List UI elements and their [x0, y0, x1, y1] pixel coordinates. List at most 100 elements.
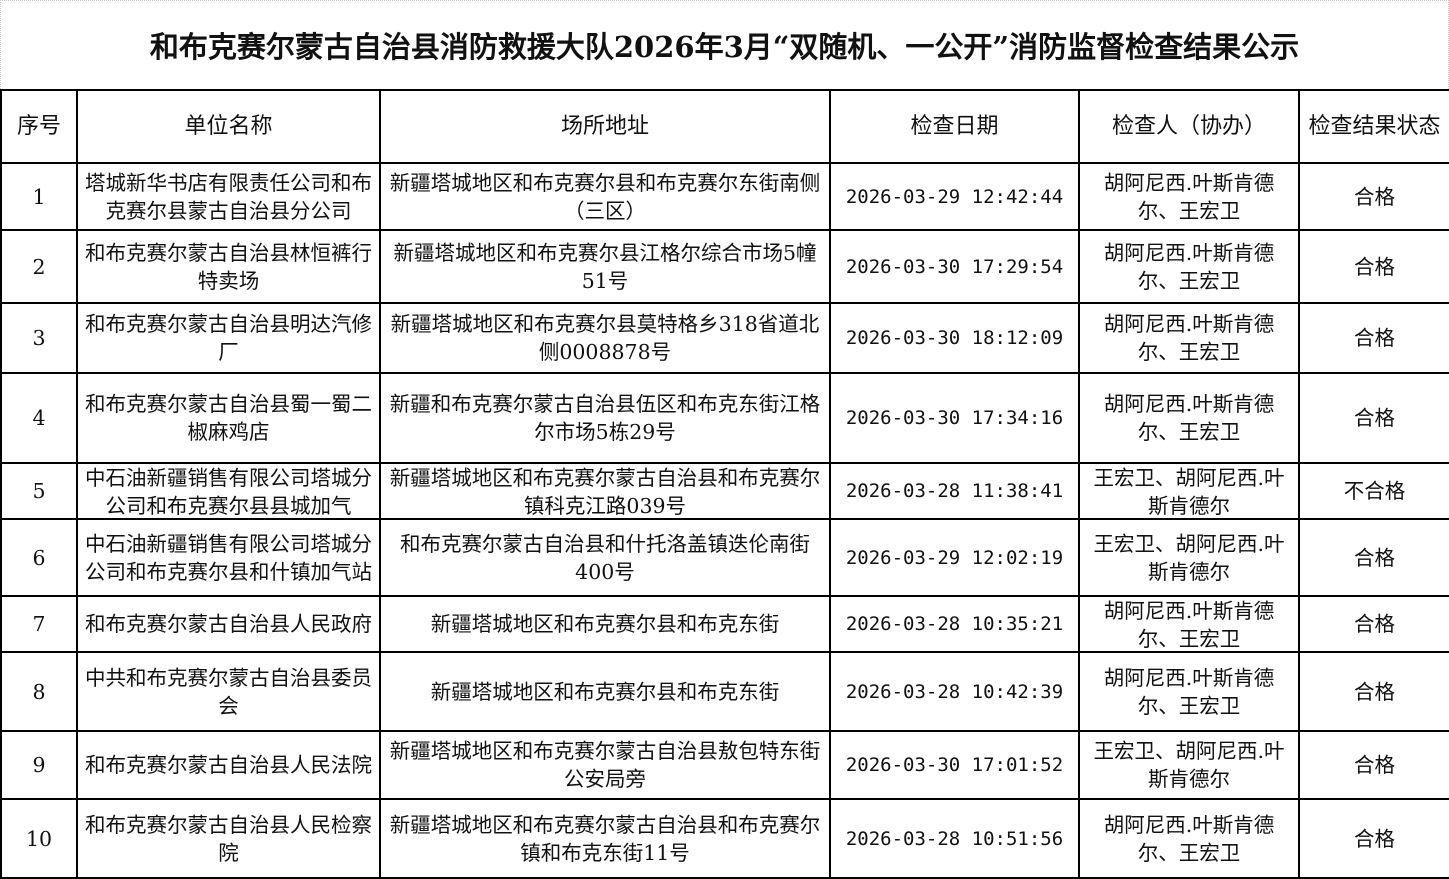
cell-address-text: 新疆塔城地区和布克赛尔县和布克东街 — [430, 679, 780, 704]
cell-inspector-text: 胡阿尼西.叶斯肯德尔、王宏卫 — [1103, 665, 1275, 718]
cell-address: 新疆塔城地区和布克赛尔蒙古自治县和布克赛尔镇科克江路039号 — [379, 462, 831, 520]
cell-date: 2026-03-29 12:02:19 — [829, 518, 1080, 597]
cell-date-text: 2026-03-30 17:34:16 — [845, 407, 1064, 429]
cell-no: 6 — [0, 518, 78, 597]
cell-no: 5 — [0, 462, 78, 520]
cell-result: 合格 — [1298, 229, 1449, 304]
column-header-unit: 单位名称 — [76, 89, 381, 164]
cell-result-text: 合格 — [1354, 184, 1395, 209]
cell-result: 合格 — [1298, 595, 1449, 653]
cell-unit-text: 中共和布克赛尔蒙古自治县委员会 — [85, 665, 372, 718]
cell-date-text: 2026-03-29 12:42:44 — [845, 185, 1064, 208]
cell-address: 新疆和布克赛尔蒙古自治县伍区和布克东街江格尔市场5栋29号 — [379, 372, 831, 464]
cell-date: 2026-03-30 17:34:16 — [829, 372, 1080, 464]
table-row: 8 中共和布克赛尔蒙古自治县委员会 新疆塔城地区和布克赛尔县和布克东街 2026-03… — [0, 651, 1449, 732]
cell-no-text: 9 — [32, 753, 46, 777]
cell-date: 2026-03-29 12:42:44 — [829, 162, 1080, 231]
cell-result-text: 合格 — [1354, 545, 1395, 570]
cell-address: 新疆塔城地区和布克赛尔蒙古自治县和布克赛尔镇和布克东街11号 — [379, 798, 831, 879]
cell-no: 8 — [0, 651, 78, 732]
cell-address: 和布克赛尔蒙古自治县和什托洛盖镇迭伦南街400号 — [379, 518, 831, 597]
cell-unit: 和布克赛尔蒙古自治县人民政府 — [76, 595, 381, 653]
cell-address-text: 新疆塔城地区和布克赛尔县和布克东街 — [430, 612, 780, 636]
cell-unit-text: 和布克赛尔蒙古自治县明达汽修厂 — [85, 312, 372, 364]
cell-date-text: 2026-03-28 10:51:56 — [845, 827, 1064, 850]
table-row: 6 中石油新疆销售有限公司塔城分公司和布克赛尔县和什镇加气站 和布克赛尔蒙古自治县和… — [0, 518, 1449, 597]
cell-inspector: 胡阿尼西.叶斯肯德尔、王宏卫 — [1078, 595, 1300, 653]
cell-no-text: 10 — [25, 826, 53, 851]
cell-unit: 中共和布克赛尔蒙古自治县委员会 — [76, 651, 381, 732]
cell-no-text: 8 — [32, 679, 46, 704]
cell-no: 2 — [0, 229, 78, 304]
cell-result: 合格 — [1298, 302, 1449, 374]
cell-date: 2026-03-28 11:38:41 — [829, 462, 1080, 520]
cell-address-text: 和布克赛尔蒙古自治县和什托洛盖镇迭伦南街400号 — [400, 531, 810, 584]
cell-inspector: 王宏卫、胡阿尼西.叶斯肯德尔 — [1078, 462, 1300, 520]
inspection-results-table: 序号 单位名称 场所地址 检查日期 检查人（协办） 检查结果状态 1 塔城新华书店… — [0, 89, 1449, 879]
cell-date: 2026-03-28 10:42:39 — [829, 651, 1080, 732]
cell-date: 2026-03-30 18:12:09 — [829, 302, 1080, 374]
cell-no-text: 1 — [32, 184, 46, 209]
cell-address-text: 新疆塔城地区和布克赛尔蒙古自治县敖包特东街公安局旁 — [389, 739, 821, 791]
table-row: 4 和布克赛尔蒙古自治县蜀一蜀二椒麻鸡店 新疆和布克赛尔蒙古自治县伍区和布克东街江格… — [0, 372, 1449, 464]
cell-unit: 中石油新疆销售有限公司塔城分公司和布克赛尔县和什镇加气站 — [76, 518, 381, 597]
table-row: 3 和布克赛尔蒙古自治县明达汽修厂 新疆塔城地区和布克赛尔县莫特格乡318省道北侧0… — [0, 302, 1449, 374]
cell-inspector-text: 王宏卫、胡阿尼西.叶斯肯德尔 — [1093, 739, 1285, 791]
cell-inspector: 王宏卫、胡阿尼西.叶斯肯德尔 — [1078, 518, 1300, 597]
cell-result-text: 合格 — [1354, 826, 1395, 851]
cell-inspector-text: 胡阿尼西.叶斯肯德尔、王宏卫 — [1103, 312, 1275, 364]
cell-inspector: 胡阿尼西.叶斯肯德尔、王宏卫 — [1078, 162, 1300, 231]
cell-inspector: 王宏卫、胡阿尼西.叶斯肯德尔 — [1078, 730, 1300, 800]
cell-unit: 和布克赛尔蒙古自治县蜀一蜀二椒麻鸡店 — [76, 372, 381, 464]
page-title: 和布克赛尔蒙古自治县消防救援大队2026年3月“双随机、一公开”消防监督检查结果… — [0, 0, 1449, 89]
cell-date: 2026-03-30 17:29:54 — [829, 229, 1080, 304]
cell-address: 新疆塔城地区和布克赛尔县江格尔综合市场5幢51号 — [379, 229, 831, 304]
cell-date-text: 2026-03-28 11:38:41 — [845, 480, 1064, 502]
cell-address-text: 新疆塔城地区和布克赛尔县莫特格乡318省道北侧0008878号 — [390, 312, 820, 364]
cell-address: 新疆塔城地区和布克赛尔蒙古自治县敖包特东街公安局旁 — [379, 730, 831, 800]
cell-result: 合格 — [1298, 798, 1449, 879]
cell-result-text: 合格 — [1354, 406, 1395, 430]
cell-result-text: 合格 — [1354, 679, 1395, 704]
cell-unit: 和布克赛尔蒙古自治县人民法院 — [76, 730, 381, 800]
cell-inspector: 胡阿尼西.叶斯肯德尔、王宏卫 — [1078, 229, 1300, 304]
cell-unit: 和布克赛尔蒙古自治县人民检察院 — [76, 798, 381, 879]
cell-no: 9 — [0, 730, 78, 800]
cell-inspector-text: 胡阿尼西.叶斯肯德尔、王宏卫 — [1103, 812, 1275, 865]
cell-unit: 塔城新华书店有限责任公司和布克赛尔县蒙古自治县分公司 — [76, 162, 381, 231]
table-row: 2 和布克赛尔蒙古自治县林恒裤行特卖场 新疆塔城地区和布克赛尔县江格尔综合市场5幢5… — [0, 229, 1449, 304]
cell-inspector: 胡阿尼西.叶斯肯德尔、王宏卫 — [1078, 651, 1300, 732]
cell-no-text: 7 — [32, 612, 46, 636]
cell-result: 合格 — [1298, 730, 1449, 800]
cell-unit-text: 塔城新华书店有限责任公司和布克赛尔县蒙古自治县分公司 — [85, 170, 372, 223]
table-row: 5 中石油新疆销售有限公司塔城分公司和布克赛尔县县城加气 新疆塔城地区和布克赛尔蒙古… — [0, 462, 1449, 520]
cell-date: 2026-03-28 10:51:56 — [829, 798, 1080, 879]
cell-result: 合格 — [1298, 372, 1449, 464]
cell-result-text: 合格 — [1354, 612, 1395, 636]
cell-address-text: 新疆塔城地区和布克赛尔县江格尔综合市场5幢51号 — [393, 240, 817, 293]
cell-no: 7 — [0, 595, 78, 653]
cell-result-text: 合格 — [1354, 753, 1395, 777]
cell-inspector-text: 胡阿尼西.叶斯肯德尔、王宏卫 — [1103, 599, 1275, 651]
table-header-row: 序号 单位名称 场所地址 检查日期 检查人（协办） 检查结果状态 — [0, 89, 1449, 164]
cell-date-text: 2026-03-29 12:02:19 — [845, 546, 1064, 569]
cell-address-text: 新疆塔城地区和布克赛尔县和布克赛尔东街南侧（三区） — [389, 170, 821, 223]
cell-address: 新疆塔城地区和布克赛尔县和布克东街 — [379, 595, 831, 653]
cell-unit-text: 和布克赛尔蒙古自治县林恒裤行特卖场 — [85, 240, 372, 293]
cell-no-text: 4 — [32, 406, 46, 430]
cell-date-text: 2026-03-30 17:29:54 — [845, 255, 1064, 278]
table-row: 9 和布克赛尔蒙古自治县人民法院 新疆塔城地区和布克赛尔蒙古自治县敖包特东街公安局旁… — [0, 730, 1449, 800]
cell-date: 2026-03-30 17:01:52 — [829, 730, 1080, 800]
cell-result: 合格 — [1298, 162, 1449, 231]
cell-inspector-text: 王宏卫、胡阿尼西.叶斯肯德尔 — [1093, 466, 1285, 518]
cell-inspector: 胡阿尼西.叶斯肯德尔、王宏卫 — [1078, 302, 1300, 374]
cell-inspector-text: 胡阿尼西.叶斯肯德尔、王宏卫 — [1103, 392, 1275, 444]
cell-result-text: 合格 — [1354, 326, 1395, 350]
cell-no: 4 — [0, 372, 78, 464]
cell-no-text: 3 — [32, 326, 46, 350]
cell-unit-text: 和布克赛尔蒙古自治县人民政府 — [85, 612, 372, 636]
cell-date-text: 2026-03-30 18:12:09 — [845, 327, 1064, 349]
cell-date-text: 2026-03-30 17:01:52 — [845, 754, 1064, 776]
column-header-address: 场所地址 — [379, 89, 831, 164]
cell-address: 新疆塔城地区和布克赛尔县和布克东街 — [379, 651, 831, 732]
